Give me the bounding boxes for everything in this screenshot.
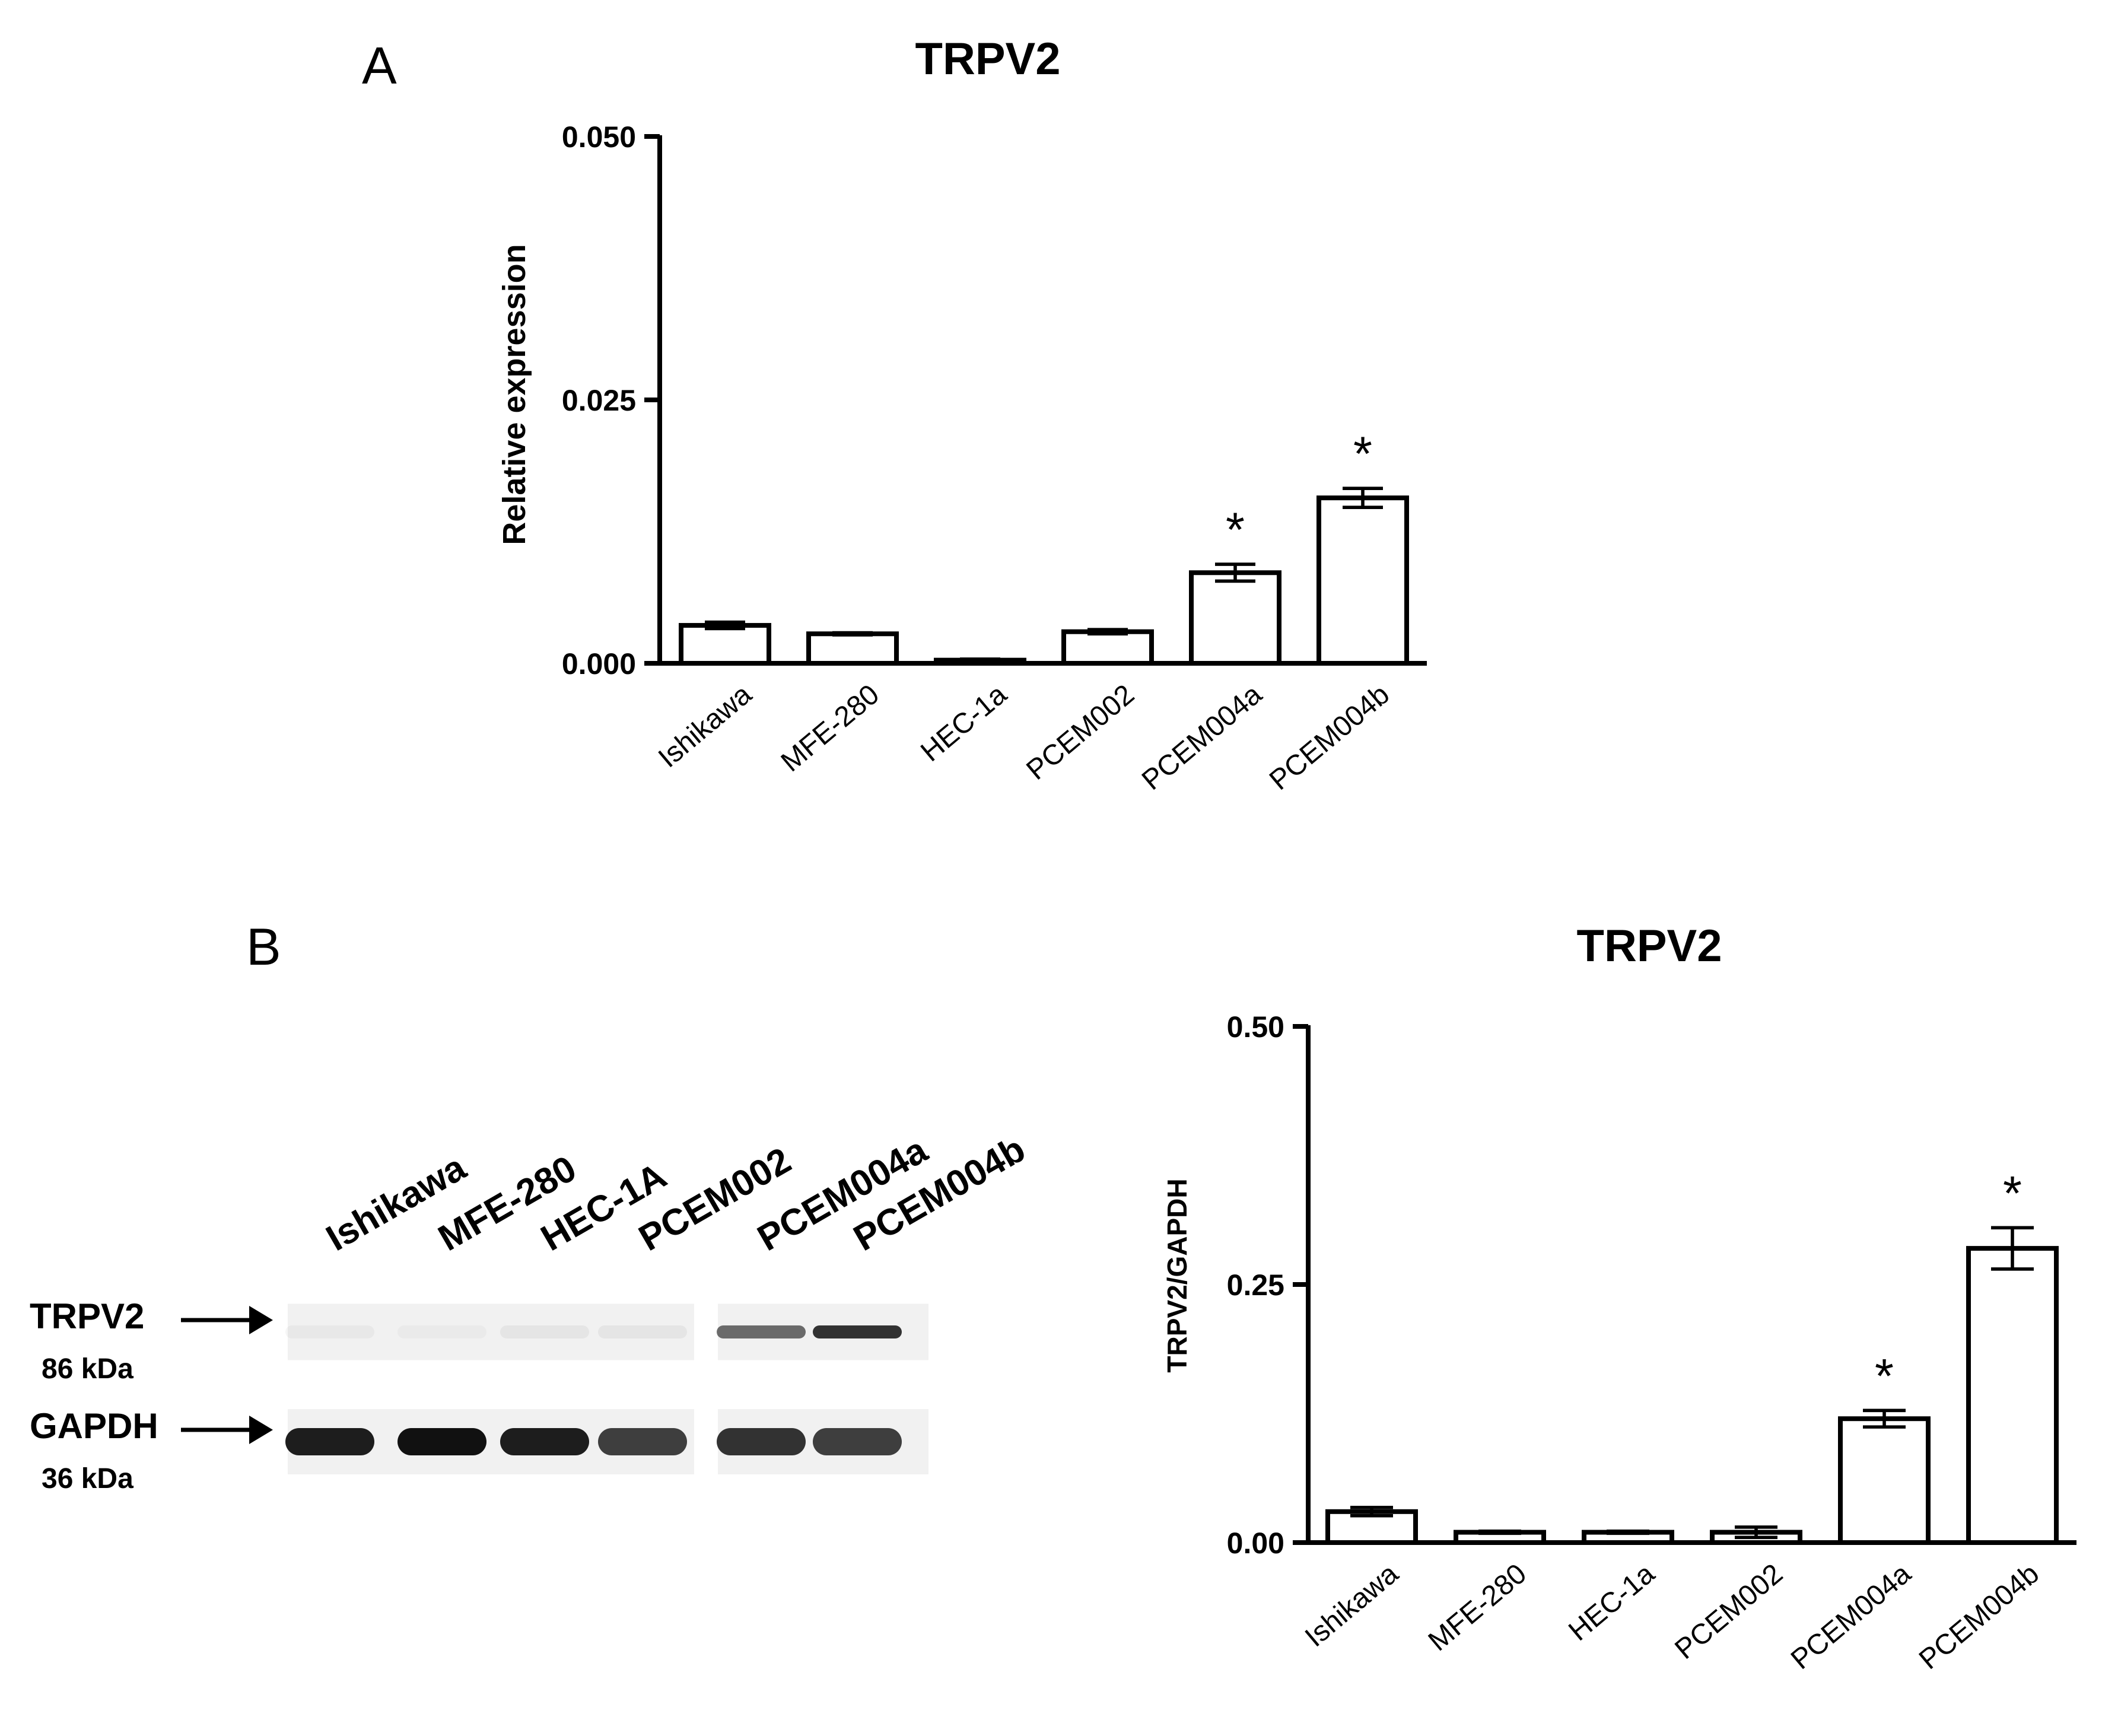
protein-label: TRPV2 (30, 1296, 144, 1336)
x-category-label: HEC-1a (915, 679, 1013, 768)
y-tick-label: 0.000 (562, 647, 636, 681)
blot-band (598, 1325, 687, 1338)
y-tick-label: 0.50 (1227, 1010, 1284, 1044)
blot-band (500, 1325, 589, 1338)
protein-label: GAPDH (30, 1406, 158, 1446)
x-category-label: HEC-1a (1563, 1558, 1661, 1648)
lane-label: PCEM004b (847, 1128, 1032, 1259)
significance-marker: * (1353, 427, 1372, 481)
x-category-label: Ishikawa (653, 679, 758, 774)
blot-band (285, 1428, 374, 1455)
arrow-head (249, 1416, 273, 1444)
blot-band (598, 1428, 687, 1455)
bar (679, 623, 771, 666)
y-axis-label: TRPV2/GAPDH (1162, 1178, 1192, 1372)
bar (1838, 1416, 1931, 1545)
y-tick-label: 0.00 (1227, 1527, 1284, 1560)
y-tick-label: 0.025 (562, 384, 636, 417)
blot-band (813, 1325, 902, 1338)
blot-membrane (288, 1409, 694, 1474)
bar (1316, 495, 1409, 666)
x-category-label: PCEM004a (1785, 1558, 1917, 1676)
bar (1966, 1246, 2059, 1546)
x-category-label: PCEM002 (1020, 679, 1140, 786)
blot-band (813, 1428, 902, 1455)
blot-band (500, 1428, 589, 1455)
x-category-label: MFE-280 (775, 679, 885, 778)
arrow-head (249, 1306, 273, 1334)
bar (1325, 1509, 1418, 1546)
lane-label: MFE-280 (432, 1148, 583, 1259)
panel-a-letter: A (362, 36, 397, 95)
bar (934, 657, 1026, 666)
blot-band (397, 1428, 486, 1455)
x-category-label: Ishikawa (1299, 1558, 1404, 1654)
y-tick-label: 0.25 (1227, 1268, 1284, 1302)
x-category-label: MFE-280 (1423, 1558, 1532, 1657)
blot-membrane (288, 1303, 694, 1360)
bar (1710, 1530, 1802, 1546)
bar (1454, 1530, 1546, 1546)
y-tick-label: 0.050 (562, 120, 636, 154)
x-category-label: PCEM004a (1136, 679, 1268, 797)
significance-marker: * (1226, 503, 1245, 557)
bar (1582, 1530, 1674, 1546)
significance-marker: * (2003, 1166, 2022, 1220)
protein-size-label: 86 kDa (42, 1353, 133, 1385)
protein-size-label: 36 kDa (42, 1463, 133, 1495)
bar (1189, 570, 1281, 666)
blot-band (285, 1325, 374, 1338)
x-category-label: PCEM004b (1913, 1558, 2045, 1675)
x-category-label: PCEM002 (1669, 1558, 1789, 1665)
lane-label: HEC-1A (535, 1155, 673, 1259)
lane-label: Ishikawa (320, 1147, 473, 1259)
blot-band (717, 1428, 806, 1455)
lane-label: PCEM004a (751, 1130, 935, 1260)
blot-membrane (718, 1303, 928, 1360)
lane-label: PCEM002 (632, 1140, 798, 1259)
blot-band (717, 1325, 806, 1338)
panel-b-letter: B (246, 917, 281, 976)
chart-title: TRPV2 (1577, 921, 1722, 971)
chart-title: TRPV2 (915, 34, 1061, 84)
bar (806, 631, 899, 666)
blot-membrane (718, 1409, 928, 1474)
bar (1061, 629, 1154, 666)
blot-band (397, 1325, 486, 1338)
significance-marker: * (1875, 1349, 1894, 1403)
x-category-label: PCEM004b (1264, 679, 1395, 796)
y-axis-label: Relative expression (497, 244, 532, 545)
